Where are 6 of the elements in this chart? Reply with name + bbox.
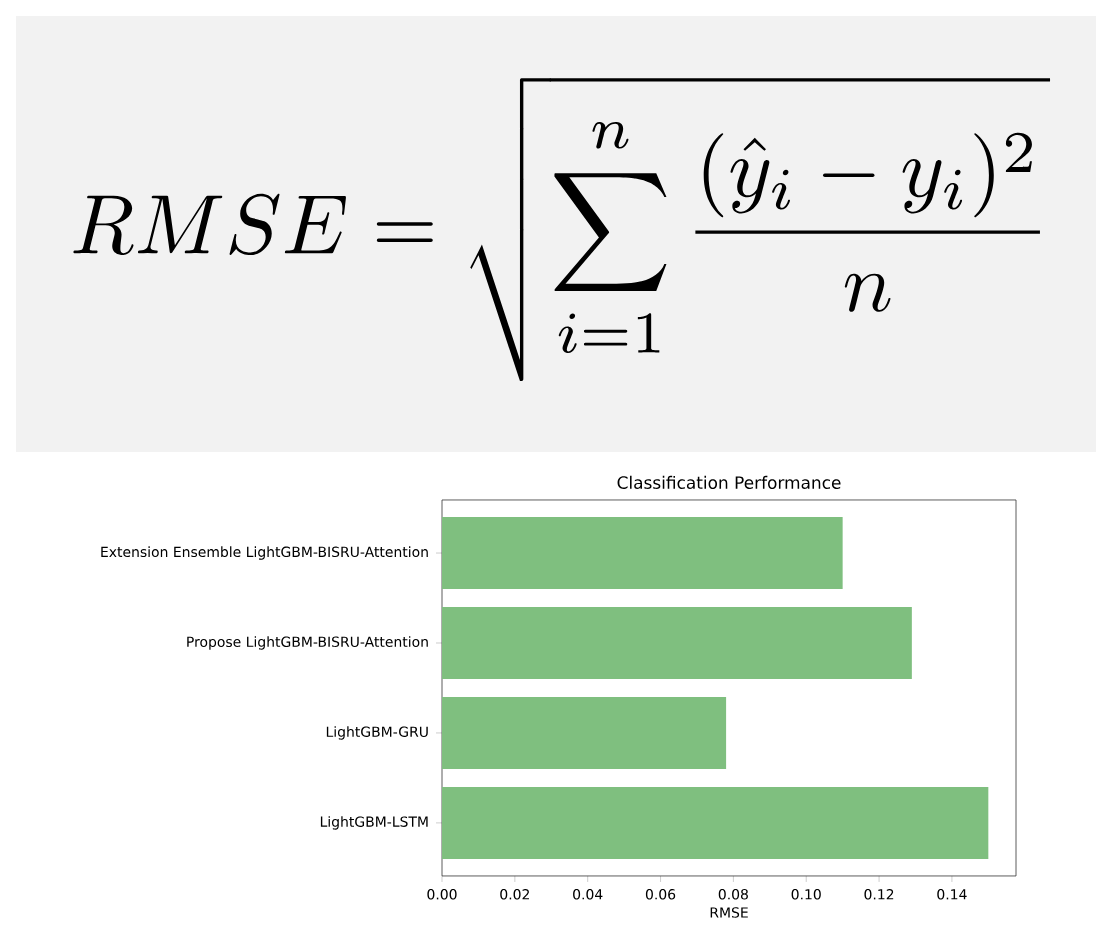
bar	[442, 786, 989, 859]
chart-title: Classification Performance	[617, 475, 841, 489]
text: $RMSE = \sqrt{\sum_{i=1}^{n} \frac{(\hat{y}_i - y_i)^2}{n}}$	[73, 78, 1051, 382]
bar	[442, 517, 843, 590]
bar	[442, 607, 912, 679]
bar	[442, 696, 727, 769]
